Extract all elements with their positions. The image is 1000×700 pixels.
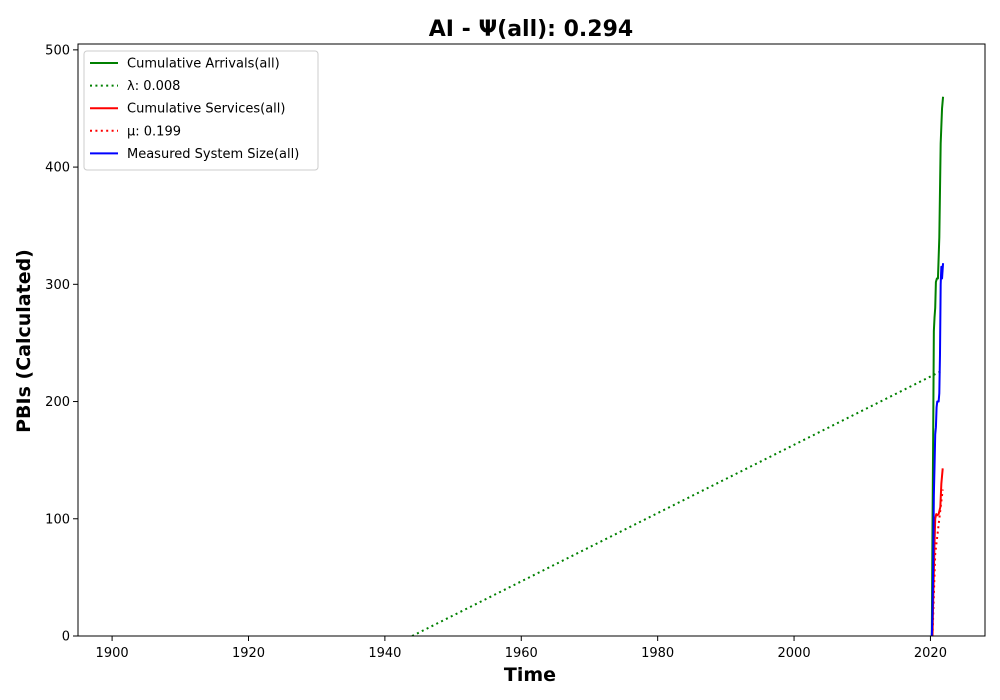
x-tick-label: 1900 xyxy=(96,646,129,661)
plot-frame xyxy=(77,43,986,637)
legend-label-4: Measured System Size(all) xyxy=(127,147,299,162)
y-tick-label: 100 xyxy=(45,512,70,527)
tick-layer: 1900 1920 1940 1960 1980 2000 2020 0 100 200 300 40… xyxy=(45,43,947,661)
x-tick-label: 1960 xyxy=(505,646,538,661)
y-tick-label: 300 xyxy=(45,278,70,293)
legend-label-0: Cumulative Arrivals(all) xyxy=(127,57,280,72)
series-line-0 xyxy=(930,96,945,636)
y-tick-label: 0 xyxy=(62,630,70,645)
x-axis-label: Time xyxy=(504,664,556,686)
y-tick-label: 200 xyxy=(45,395,70,410)
chart-title: AI - Ψ(all): 0.294 xyxy=(429,17,633,42)
x-tick-label: 2000 xyxy=(778,646,811,661)
x-tick-label: 2020 xyxy=(914,646,947,661)
series-layer xyxy=(411,96,945,636)
legend-label-2: Cumulative Services(all) xyxy=(127,102,285,117)
legend: Cumulative Arrivals(all) λ: 0.008 Cumulati… xyxy=(83,50,319,171)
legend-label-3: μ: 0.199 xyxy=(127,124,181,139)
y-axis-label: PBIs (Calculated) xyxy=(13,249,35,433)
x-tick-label: 1980 xyxy=(641,646,674,661)
y-tick-label: 400 xyxy=(45,161,70,176)
series-line-4 xyxy=(930,263,945,636)
y-tick-label: 500 xyxy=(45,43,70,58)
x-tick-label: 1920 xyxy=(232,646,265,661)
series-line-1 xyxy=(411,370,942,636)
x-tick-label: 1940 xyxy=(368,646,401,661)
legend-label-1: λ: 0.008 xyxy=(127,79,180,94)
legend-box xyxy=(83,50,319,171)
